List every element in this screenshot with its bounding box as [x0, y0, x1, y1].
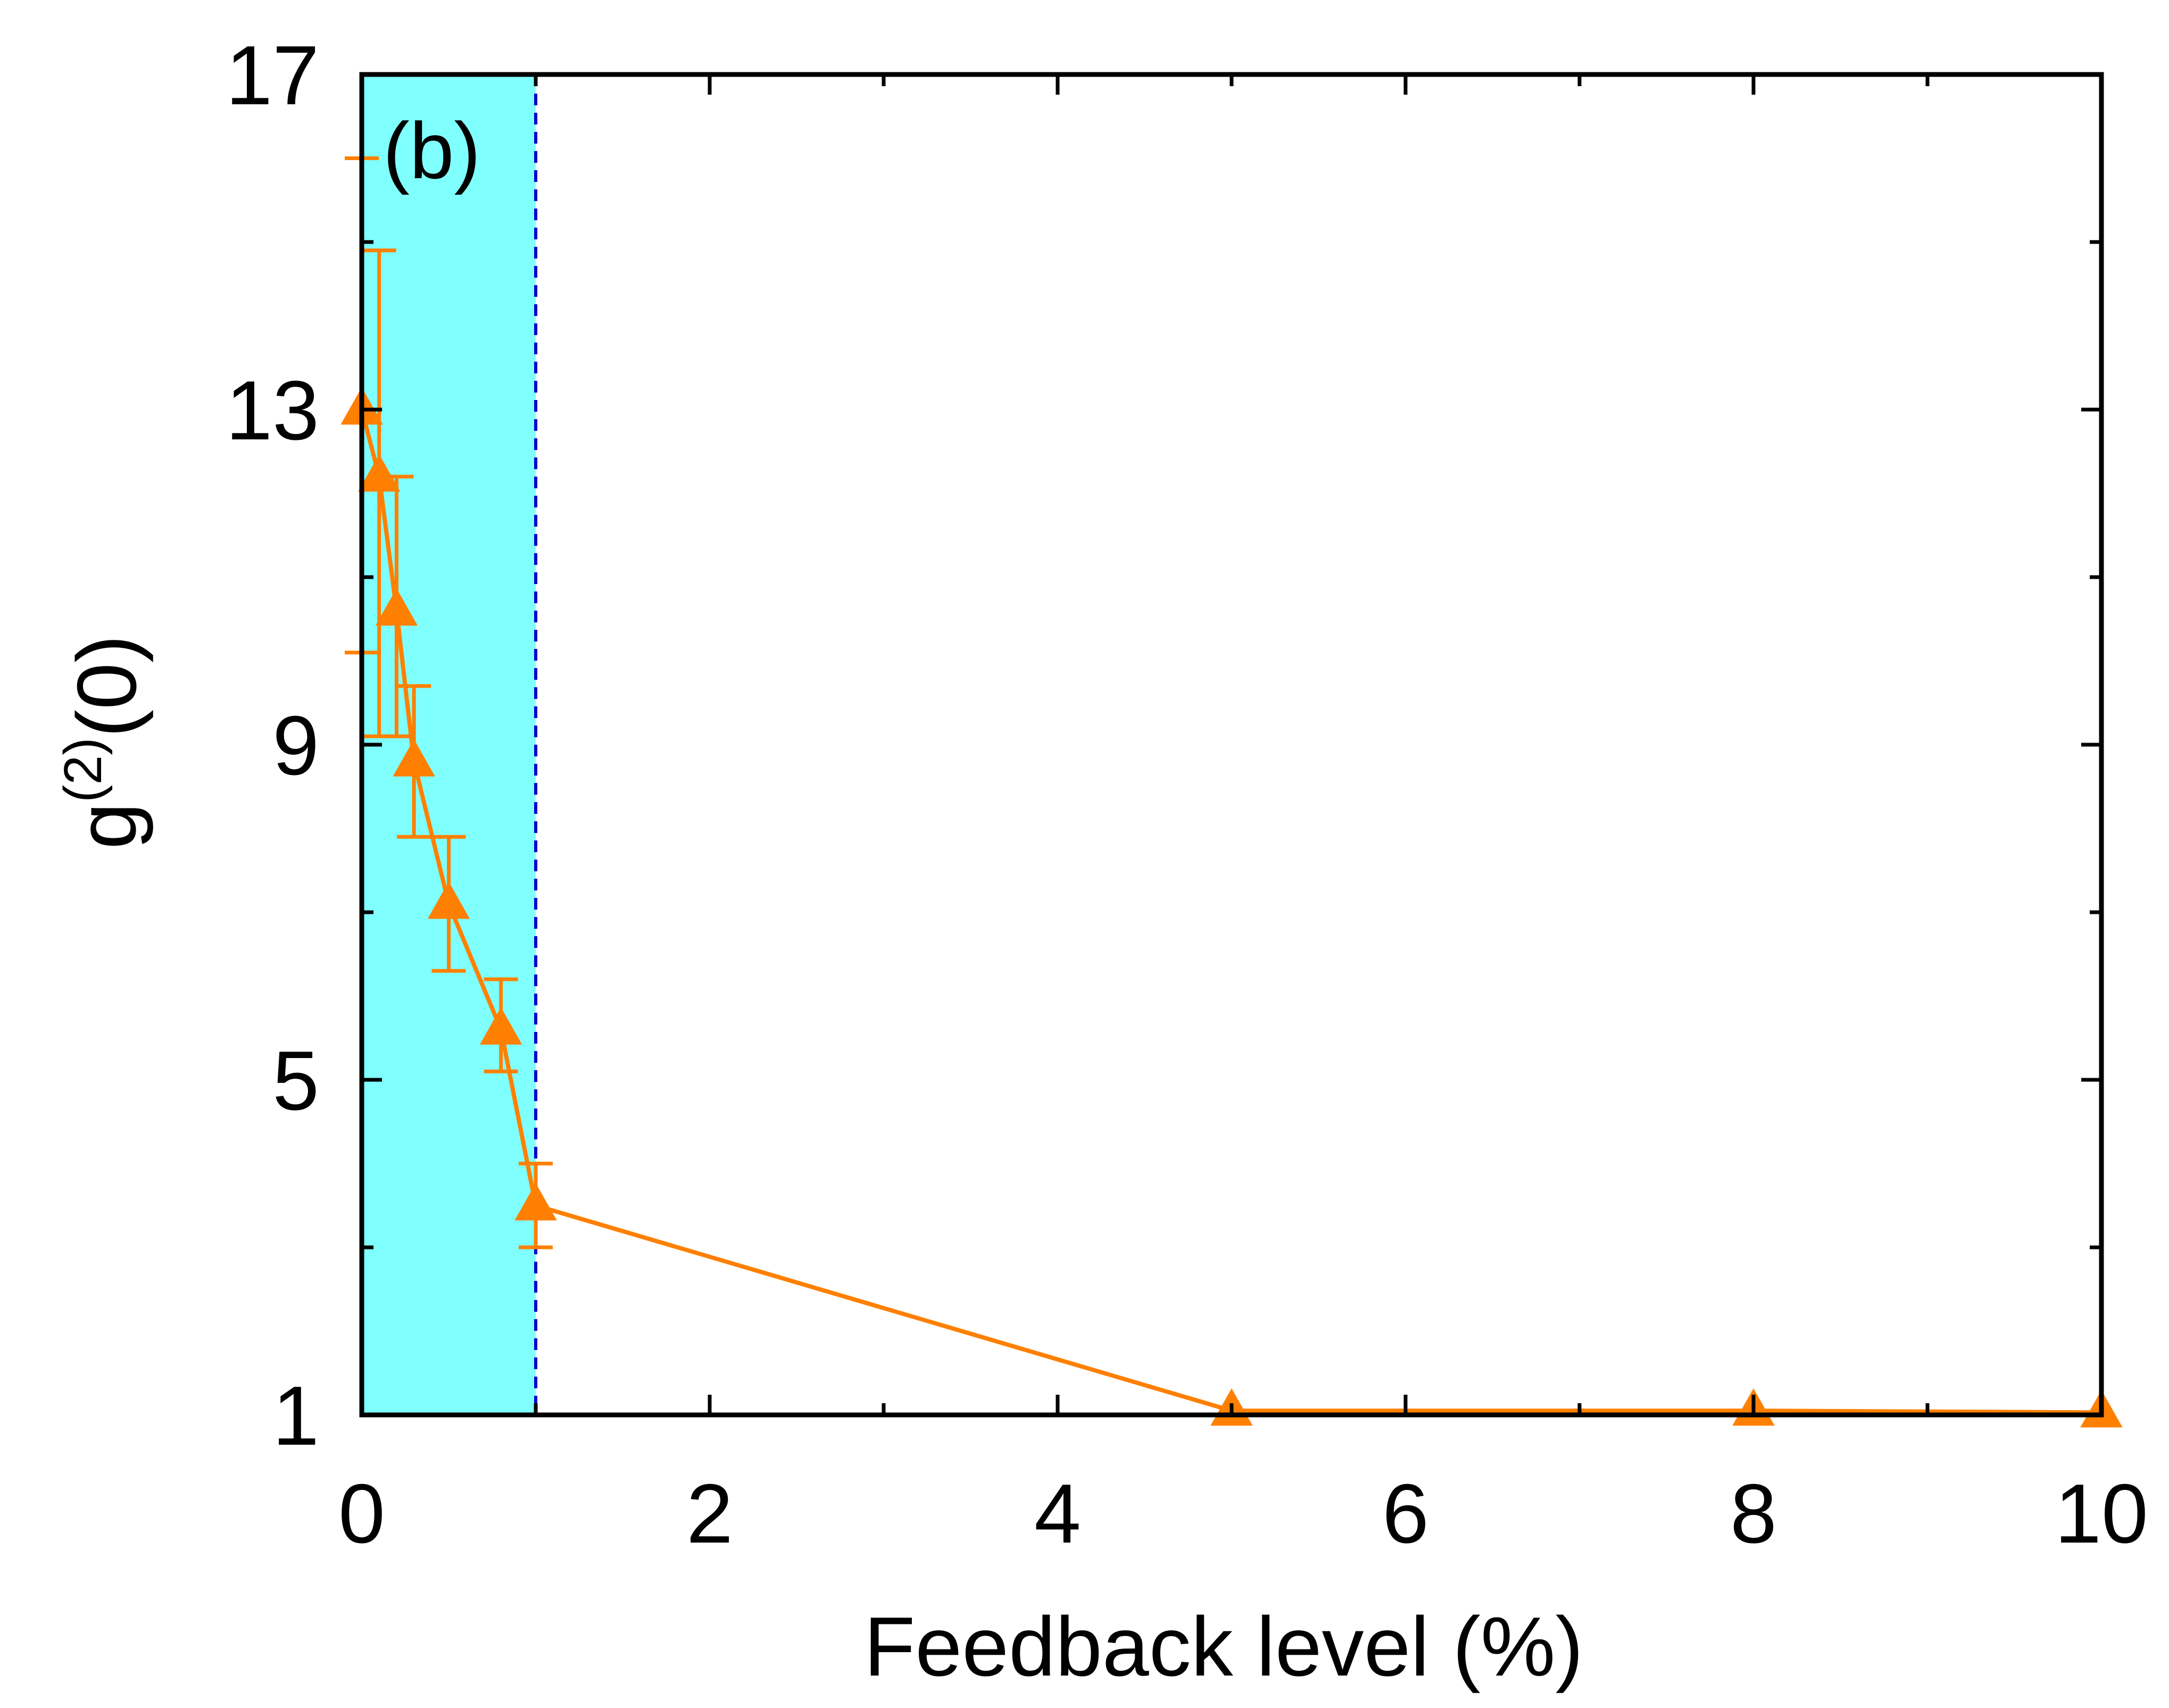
shaded-region	[362, 74, 536, 1415]
x-tick-label: 0	[338, 1467, 385, 1561]
y-tick-label: 5	[272, 1034, 319, 1128]
axes-layer	[359, 72, 2104, 1418]
series-line	[360, 409, 2102, 1415]
y-axis-title-suffix: (0)	[60, 635, 154, 737]
x-tick-label: 4	[1034, 1467, 1081, 1561]
data-point-6	[514, 1183, 557, 1221]
data-point-4	[427, 881, 470, 919]
y-tick-label: 13	[226, 364, 319, 457]
panel-label: (b)	[383, 106, 480, 195]
x-tick-label: 8	[1730, 1467, 1777, 1561]
x-tick-label: 2	[686, 1467, 733, 1561]
x-axis-title: Feedback level (%)	[864, 1600, 1583, 1694]
plot-frame	[359, 72, 2104, 1418]
y-tick-label: 17	[226, 29, 319, 122]
shaded-region-layer	[362, 74, 536, 1415]
y-axis-title: g(2)(0)	[53, 635, 154, 849]
y-tick-label: 1	[272, 1369, 319, 1463]
data-point-1	[358, 454, 401, 492]
series-layer	[340, 156, 2123, 1428]
ticks-layer: 0 2 4 6 8 10 1 5 9 13 17	[226, 29, 2148, 1561]
data-point-2	[375, 588, 418, 626]
y-tick-label: 9	[272, 699, 319, 793]
x-tick-label: 6	[1382, 1467, 1429, 1561]
y-axis-title-superscript: (2)	[53, 738, 113, 803]
data-point-3	[393, 739, 435, 777]
y-axis-title-base: g	[60, 803, 154, 849]
data-point-5	[479, 1007, 522, 1045]
x-tick-label: 10	[2055, 1467, 2148, 1561]
